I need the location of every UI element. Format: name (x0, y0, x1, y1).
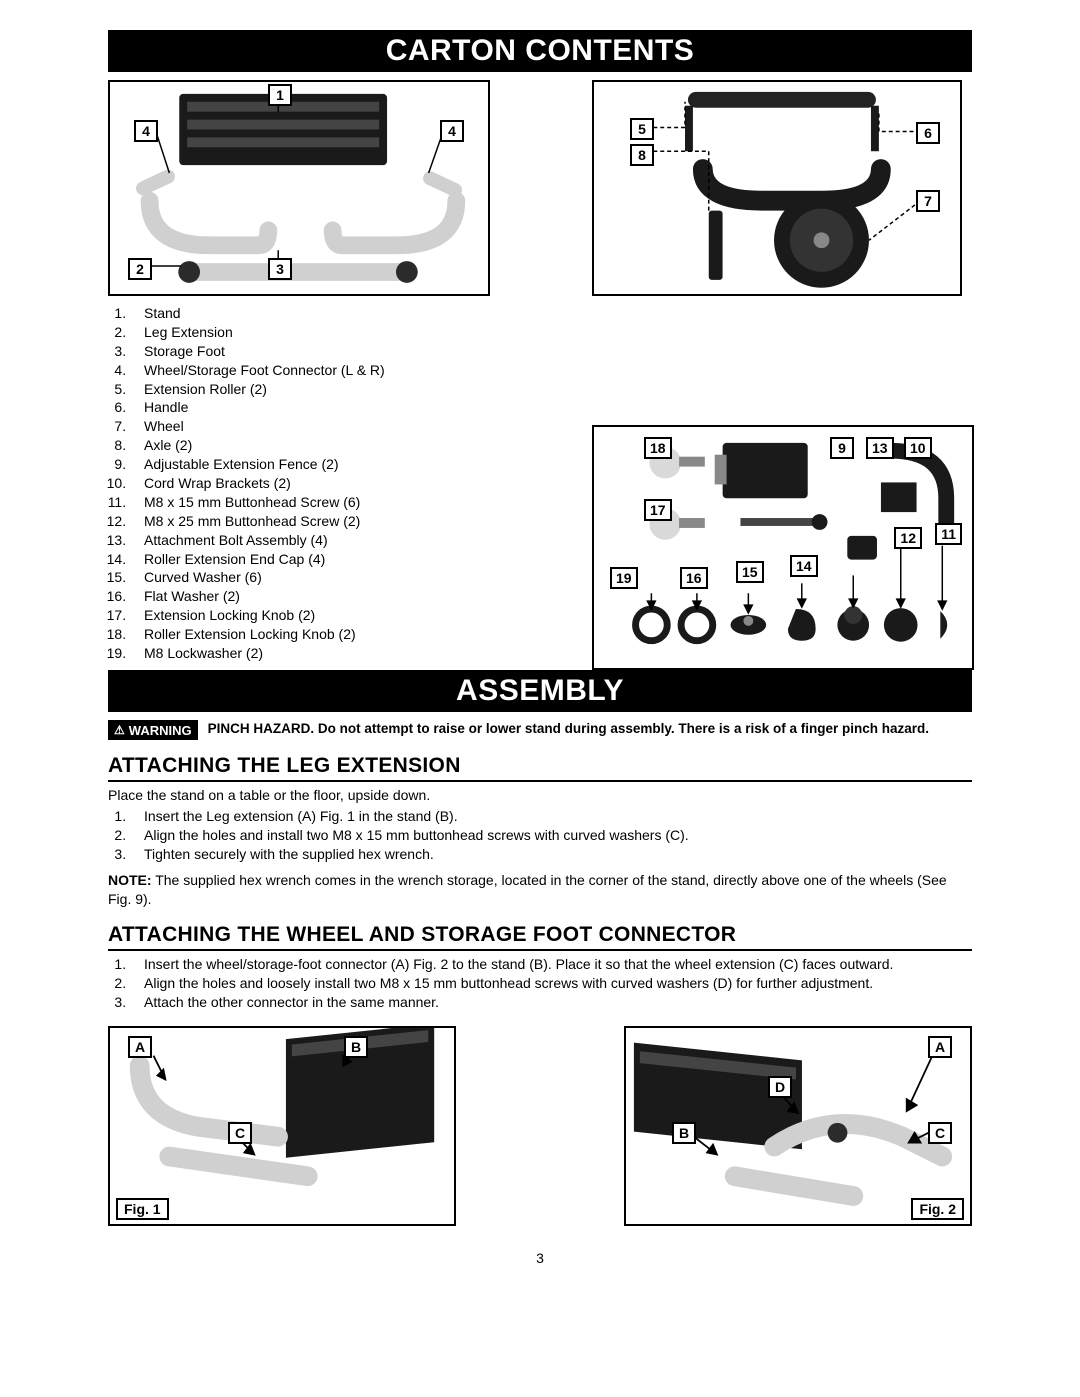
part-item: Extension Roller (2) (130, 380, 528, 399)
step-item: Align the holes and install two M8 x 15 … (130, 826, 972, 845)
callout-5: 5 (630, 118, 654, 140)
part-item: M8 Lockwasher (2) (130, 644, 528, 663)
bottom-figures-row: A B C Fig. 1 A D B C (108, 1026, 972, 1226)
subheading-leg-extension: ATTACHING THE LEG EXTENSION (108, 754, 972, 782)
figure-2: A D B C Fig. 2 (624, 1026, 972, 1226)
callout-10: 10 (904, 437, 932, 459)
section-header-carton: CARTON CONTENTS (108, 30, 972, 72)
warning-row: WARNING PINCH HAZARD. Do not attempt to … (108, 720, 972, 740)
part-item: M8 x 25 mm Buttonhead Screw (2) (130, 512, 528, 531)
part-item: M8 x 15 mm Buttonhead Screw (6) (130, 493, 528, 512)
note-body: The supplied hex wrench comes in the wre… (108, 872, 947, 907)
callout-14: 14 (790, 555, 818, 577)
callout-16: 16 (680, 567, 708, 589)
callout-B2: B (672, 1122, 696, 1144)
note-text: NOTE: The supplied hex wrench comes in t… (108, 871, 972, 909)
part-item: Leg Extension (130, 323, 528, 342)
callout-1: 1 (268, 84, 292, 106)
callout-B1: B (344, 1036, 368, 1058)
part-item: Adjustable Extension Fence (2) (130, 455, 528, 474)
note-label: NOTE: (108, 872, 152, 888)
part-item: Curved Washer (6) (130, 568, 528, 587)
part-item: Roller Extension End Cap (4) (130, 550, 528, 569)
callout-12: 12 (894, 527, 922, 549)
callout-8: 8 (630, 144, 654, 166)
warning-badge: WARNING (108, 720, 198, 740)
top-figures-row: 1 4 4 2 3 (108, 80, 972, 296)
step-item: Tighten securely with the supplied hex w… (130, 845, 972, 864)
part-item: Handle (130, 398, 528, 417)
steps-wheel-connector: Insert the wheel/storage-foot connector … (108, 955, 972, 1012)
callout-6: 6 (916, 122, 940, 144)
figure-1: A B C Fig. 1 (108, 1026, 456, 1226)
callout-D2: D (768, 1076, 792, 1098)
callout-C2: C (928, 1122, 952, 1144)
step-item: Attach the other connector in the same m… (130, 993, 972, 1012)
callout-9: 9 (830, 437, 854, 459)
part-item: Flat Washer (2) (130, 587, 528, 606)
part-item: Extension Locking Knob (2) (130, 606, 528, 625)
callout-4b: 4 (440, 120, 464, 142)
figure-carton-stand: 1 4 4 2 3 (108, 80, 490, 296)
stand-illustration (110, 82, 488, 296)
callout-15: 15 (736, 561, 764, 583)
part-item: Wheel (130, 417, 528, 436)
step-item: Insert the Leg extension (A) Fig. 1 in t… (130, 807, 972, 826)
callout-3: 3 (268, 258, 292, 280)
callout-17: 17 (644, 499, 672, 521)
figure-carton-hardware: 18 9 13 10 17 11 12 19 16 15 14 (592, 425, 974, 670)
callout-11: 11 (935, 523, 962, 545)
part-item: Cord Wrap Brackets (2) (130, 474, 528, 493)
subheading-wheel-connector: ATTACHING THE WHEEL AND STORAGE FOOT CON… (108, 923, 972, 951)
fig2-label: Fig. 2 (911, 1198, 964, 1220)
part-item: Storage Foot (130, 342, 528, 361)
callout-2: 2 (128, 258, 152, 280)
figure-carton-wheel: 5 8 6 7 (592, 80, 962, 296)
part-item: Attachment Bolt Assembly (4) (130, 531, 528, 550)
wheel-illustration (594, 82, 960, 296)
step-item: Insert the wheel/storage-foot connector … (130, 955, 972, 974)
page-number: 3 (108, 1250, 972, 1266)
part-item: Wheel/Storage Foot Connector (L & R) (130, 361, 528, 380)
intro-text: Place the stand on a table or the floor,… (108, 786, 972, 805)
parts-list: Stand Leg Extension Storage Foot Wheel/S… (108, 304, 528, 663)
callout-4a: 4 (134, 120, 158, 142)
warning-text: PINCH HAZARD. Do not attempt to raise or… (208, 720, 929, 738)
part-item: Stand (130, 304, 528, 323)
callout-18: 18 (644, 437, 672, 459)
steps-leg-extension: Insert the Leg extension (A) Fig. 1 in t… (108, 807, 972, 864)
part-item: Roller Extension Locking Knob (2) (130, 625, 528, 644)
callout-A2: A (928, 1036, 952, 1058)
step-item: Align the holes and loosely install two … (130, 974, 972, 993)
part-item: Axle (2) (130, 436, 528, 455)
callout-A1: A (128, 1036, 152, 1058)
section-header-assembly: ASSEMBLY (108, 670, 972, 712)
callout-13: 13 (866, 437, 894, 459)
fig1-illustration (110, 1028, 454, 1226)
fig1-label: Fig. 1 (116, 1198, 169, 1220)
callout-7: 7 (916, 190, 940, 212)
callout-19: 19 (610, 567, 638, 589)
callout-C1: C (228, 1122, 252, 1144)
